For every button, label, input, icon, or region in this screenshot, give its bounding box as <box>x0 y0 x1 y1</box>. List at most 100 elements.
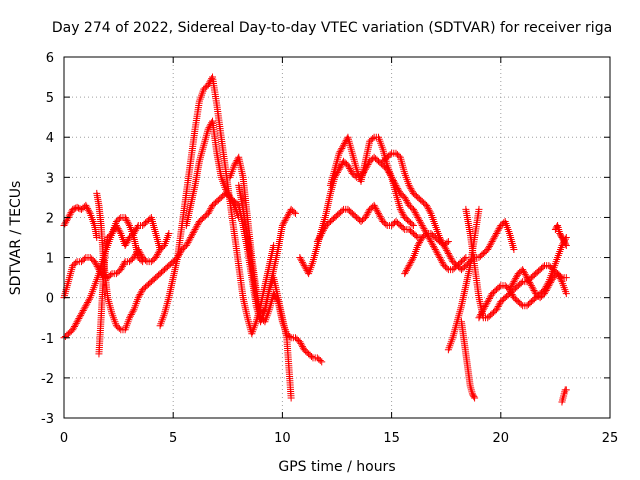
data-point <box>481 302 489 310</box>
data-point <box>130 229 138 237</box>
data-point <box>127 311 135 319</box>
data-point <box>61 220 69 228</box>
data-point <box>373 206 381 214</box>
data-point <box>63 215 71 223</box>
data-point <box>436 254 444 262</box>
data-point <box>399 224 407 232</box>
data-point <box>283 213 291 221</box>
data-point <box>91 259 99 267</box>
data-point <box>204 209 212 217</box>
data-point <box>192 224 200 232</box>
data-point <box>410 207 418 215</box>
y-tick-label: 4 <box>46 131 54 146</box>
data-point <box>298 341 306 349</box>
data-point <box>85 208 93 216</box>
data-point <box>405 262 413 270</box>
data-point <box>125 220 133 228</box>
data-point <box>391 180 399 188</box>
data-point <box>73 318 81 326</box>
data-point <box>153 252 161 260</box>
y-tick-label: 2 <box>46 211 54 226</box>
data-point <box>476 312 484 320</box>
data-point <box>547 278 555 286</box>
data-point <box>204 81 212 89</box>
data-point <box>437 257 445 265</box>
data-point <box>135 292 143 300</box>
data-point <box>522 272 530 280</box>
y-tick-label: 0 <box>46 292 54 307</box>
data-point <box>520 267 528 275</box>
data-point <box>416 237 424 245</box>
data-point <box>297 339 305 347</box>
data-point <box>206 206 214 214</box>
data-point <box>207 205 215 213</box>
data-point <box>483 299 491 307</box>
data-point <box>185 237 193 245</box>
data-point <box>562 290 570 298</box>
data-point <box>428 239 436 247</box>
data-point <box>290 208 298 216</box>
data-point <box>418 221 426 229</box>
data-point <box>413 212 421 220</box>
data-point <box>124 218 132 226</box>
data-point <box>493 228 501 236</box>
data-point <box>282 215 290 223</box>
data-point <box>511 276 519 284</box>
series-arc-21 <box>558 386 570 406</box>
data-point <box>190 227 198 235</box>
data-point <box>539 263 547 271</box>
data-point <box>495 225 503 233</box>
data-point <box>513 273 521 281</box>
data-point <box>93 234 101 241</box>
data-point <box>62 218 70 226</box>
data-point <box>77 310 85 318</box>
data-point <box>314 236 322 244</box>
data-point <box>477 311 485 319</box>
data-point <box>396 205 404 213</box>
data-point <box>377 214 385 222</box>
data-point <box>320 225 328 233</box>
series-arc-11 <box>313 201 426 246</box>
y-tick-label: 3 <box>46 171 54 186</box>
data-point <box>486 241 494 249</box>
data-point <box>317 231 325 239</box>
data-point <box>542 286 550 294</box>
data-point <box>77 311 85 319</box>
data-point <box>372 205 380 213</box>
y-tick-label: 5 <box>46 91 54 106</box>
data-point <box>298 258 306 266</box>
data-point <box>84 206 92 214</box>
data-point <box>429 241 437 249</box>
data-point <box>70 324 78 332</box>
data-point <box>186 235 194 243</box>
data-point <box>517 279 525 287</box>
data-point <box>300 262 308 270</box>
data-point <box>490 234 498 242</box>
data-point <box>344 161 352 169</box>
y-tick-label: 6 <box>46 51 54 66</box>
data-point <box>129 307 137 315</box>
data-point <box>272 294 280 302</box>
x-axis-title: GPS time / hours <box>278 459 395 475</box>
data-point <box>72 319 80 327</box>
data-point <box>510 278 518 286</box>
data-point <box>509 279 517 287</box>
data-point <box>557 276 565 284</box>
data-point <box>91 258 99 266</box>
data-point <box>394 185 402 193</box>
series-arc-13 <box>379 149 518 274</box>
data-point <box>298 343 306 351</box>
data-point <box>527 282 535 290</box>
data-point <box>346 165 354 173</box>
data-point <box>184 238 192 246</box>
data-point <box>75 315 83 323</box>
data-point <box>193 222 201 230</box>
data-point <box>131 228 139 236</box>
data-point <box>415 215 423 223</box>
data-point <box>114 225 122 233</box>
y-tick-label: -2 <box>41 372 54 387</box>
data-point <box>123 238 131 246</box>
x-tick-label: 25 <box>602 431 619 446</box>
data-point <box>507 289 515 297</box>
